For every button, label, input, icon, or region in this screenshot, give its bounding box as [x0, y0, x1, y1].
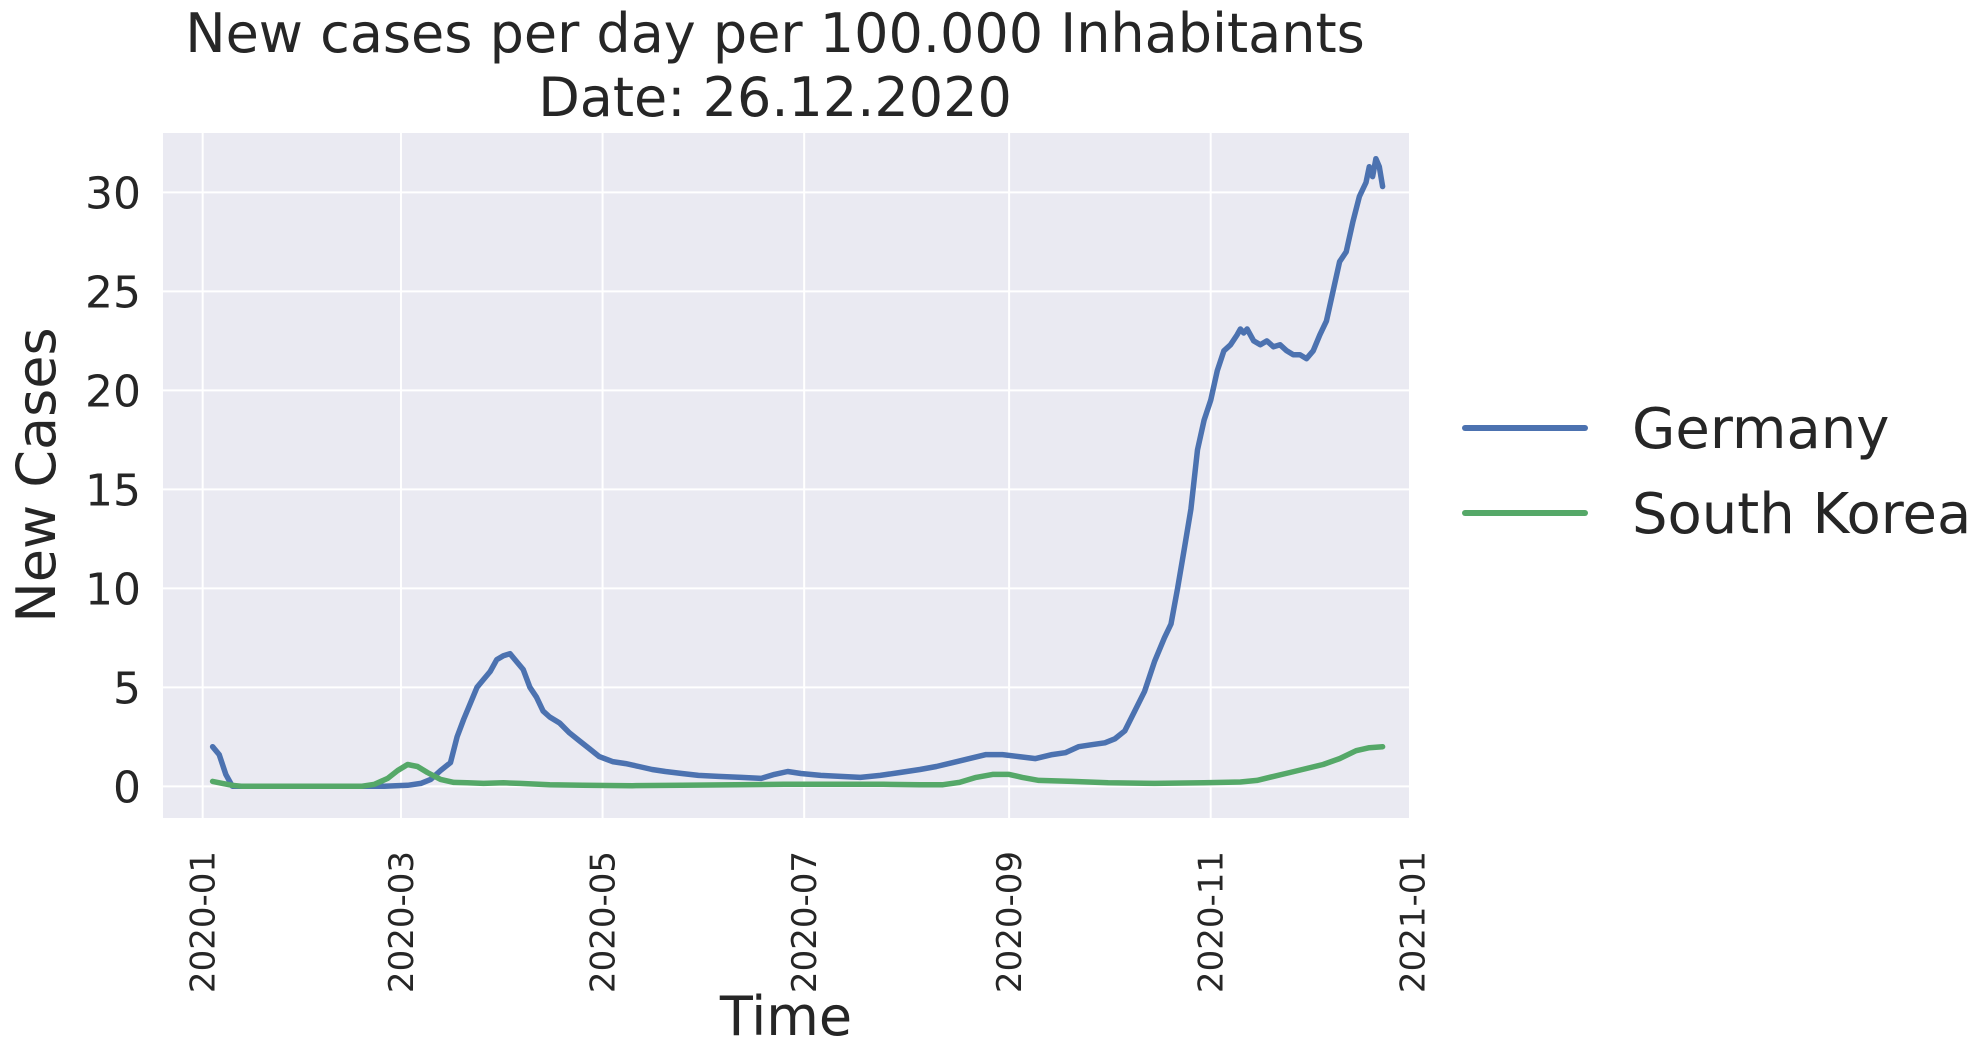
x-tick-label: 2020-03 [382, 851, 422, 993]
x-tick-label: 2021-01 [1393, 851, 1433, 993]
y-tick-label: 20 [85, 366, 141, 417]
series-line [209, 743, 1386, 790]
y-axis-label: New Cases [5, 327, 68, 622]
plot-area [163, 133, 1409, 818]
y-tick-label: 15 [85, 465, 141, 516]
legend-label: South Korea [1632, 482, 1971, 547]
x-tick-label: 2020-09 [990, 851, 1030, 993]
legend-label: Germany [1632, 397, 1889, 462]
y-tick-label: 30 [85, 168, 141, 219]
legend: Germany South Korea [1462, 397, 1971, 547]
grid-lines [163, 133, 1414, 818]
series-lines [209, 155, 1386, 790]
y-tick-label: 0 [113, 762, 141, 813]
x-tick-labels: 2020-01 2020-03 2020-05 2020-07 2020-09 2020-… [184, 851, 1434, 993]
x-tick-label: 2020-01 [184, 851, 224, 993]
x-axis-label: Time [719, 985, 852, 1048]
y-tick-label: 25 [85, 267, 141, 318]
y-tick-label: 10 [85, 564, 141, 615]
x-tick-label: 2020-11 [1192, 851, 1232, 993]
chart-title-line2: Date: 26.12.2020 [538, 66, 1012, 129]
series-line [209, 155, 1386, 790]
y-tick-label: 5 [113, 663, 141, 714]
chart-title-line1: New cases per day per 100.000 Inhabitant… [185, 2, 1365, 65]
x-tick-label: 2020-07 [785, 851, 825, 993]
x-tick-label: 2020-05 [584, 851, 624, 993]
y-tick-labels: 0 5 10 15 20 25 30 [85, 168, 141, 813]
